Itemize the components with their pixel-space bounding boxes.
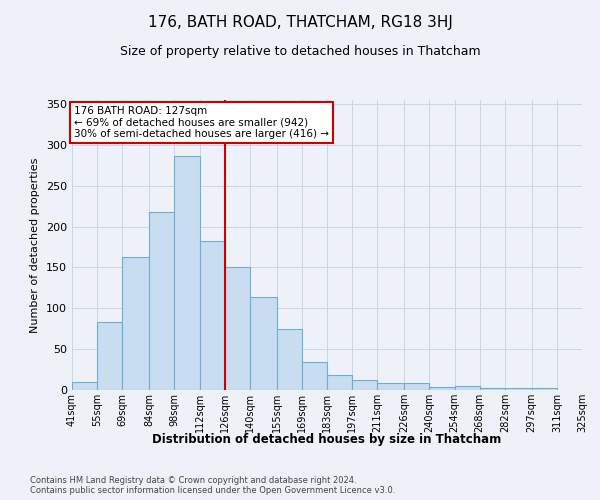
Bar (72, 382, 97, 390)
Text: Size of property relative to detached houses in Thatcham: Size of property relative to detached ho… (119, 45, 481, 58)
Bar (532, 388, 557, 390)
Bar (224, 268, 250, 390)
Text: 176, BATH ROAD, THATCHAM, RG18 3HJ: 176, BATH ROAD, THATCHAM, RG18 3HJ (148, 15, 452, 30)
Bar (327, 376, 352, 390)
Bar (250, 297, 277, 390)
Bar (505, 388, 532, 390)
Text: Contains HM Land Registry data © Crown copyright and database right 2024.
Contai: Contains HM Land Registry data © Crown c… (30, 476, 395, 495)
Bar (377, 382, 404, 390)
Text: 176 BATH ROAD: 127sqm
← 69% of detached houses are smaller (942)
30% of semi-det: 176 BATH ROAD: 127sqm ← 69% of detached … (74, 106, 329, 139)
Bar (277, 328, 302, 390)
Bar (455, 386, 479, 390)
Bar (175, 156, 199, 390)
Bar (479, 388, 505, 390)
Bar (199, 242, 224, 390)
Bar (302, 362, 327, 390)
Bar (430, 386, 455, 390)
Text: Distribution of detached houses by size in Thatcham: Distribution of detached houses by size … (152, 432, 502, 446)
Bar (352, 380, 377, 390)
Bar (149, 212, 175, 390)
Y-axis label: Number of detached properties: Number of detached properties (31, 158, 40, 332)
Bar (404, 384, 430, 390)
Bar (122, 257, 149, 390)
Bar (97, 322, 122, 390)
